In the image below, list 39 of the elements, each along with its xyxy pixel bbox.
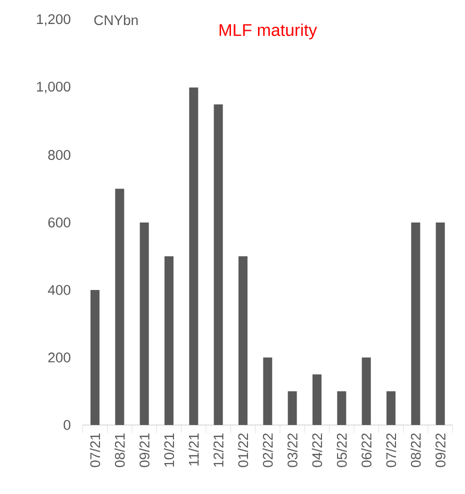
- bar: [386, 391, 396, 425]
- y-tick-label: 400: [48, 285, 70, 295]
- x-tick-label: 02/22: [262, 433, 273, 468]
- x-tick-label: 03/22: [287, 433, 298, 468]
- x-tick-label: 07/21: [90, 433, 100, 468]
- bar: [164, 256, 174, 425]
- bar: [90, 290, 100, 425]
- y-tick-label: 1,200: [37, 14, 70, 26]
- bar: [337, 391, 346, 425]
- y-tick-label: 800: [48, 150, 70, 160]
- bar: [436, 222, 445, 425]
- x-tick-label: 08/22: [410, 433, 421, 468]
- chart-title: MLF maturity: [220, 24, 318, 40]
- x-tick-label: 12/21: [213, 433, 224, 467]
- x-tick-label: 08/21: [114, 433, 125, 468]
- x-tick-label: 09/22: [435, 433, 446, 468]
- y-tick-label: 0: [64, 420, 70, 430]
- bar: [312, 374, 322, 425]
- x-tick-label: 07/22: [386, 433, 396, 468]
- bar: [362, 358, 371, 425]
- x-tick-label: 10/21: [164, 433, 174, 467]
- bar: [115, 188, 124, 425]
- x-tick-label: 01/22: [238, 433, 248, 468]
- x-tick-label: 05/22: [336, 433, 347, 468]
- y-axis-title: CNYbn: [94, 14, 138, 26]
- x-tick-label: 04/22: [312, 433, 322, 468]
- x-tick-label: 11/21: [188, 433, 199, 466]
- bar: [214, 104, 223, 425]
- x-tick-label: 09/21: [139, 433, 150, 468]
- bar: [288, 391, 297, 425]
- x-tick-label: 06/22: [361, 433, 372, 468]
- y-tick-label: 600: [48, 218, 70, 228]
- bar: [263, 358, 272, 425]
- bar: [238, 256, 248, 425]
- y-tick-label: 200: [48, 352, 70, 362]
- bar: [140, 222, 149, 425]
- y-tick-label: 1,000: [37, 82, 70, 94]
- bar: [411, 222, 420, 425]
- bar: [189, 87, 198, 425]
